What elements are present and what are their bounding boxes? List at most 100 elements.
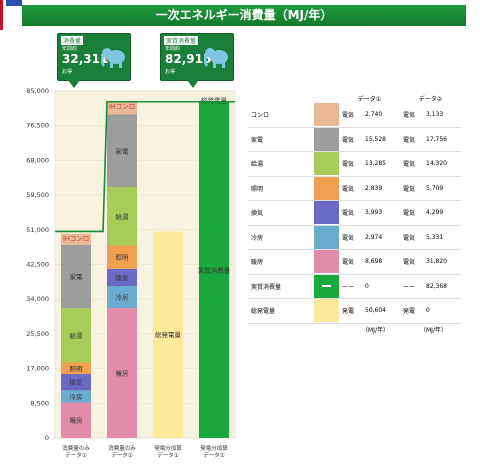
legend-value-1: 13,285	[362, 151, 400, 177]
legend-swatch	[314, 151, 339, 177]
legend-type-2: 電気	[400, 225, 423, 250]
legend-value-1: 50,604	[362, 298, 400, 324]
bar-segment	[61, 374, 91, 391]
y-tick-label: 17,000	[26, 365, 49, 373]
legend-swatch	[314, 298, 339, 324]
x-tick-label: データ②	[203, 451, 225, 459]
callout-consumption: 消費量 年間約 32,311 MJ お得	[57, 33, 131, 88]
legend-swatch	[314, 274, 339, 299]
accent-bar	[0, 0, 3, 30]
elephant-icon	[100, 48, 125, 68]
bar-segment	[107, 268, 137, 287]
bar-segment	[107, 286, 137, 309]
header-data1: データ①	[357, 95, 382, 103]
bar-data-label: IHコンロ	[63, 235, 89, 243]
legend-name: 給湯	[248, 151, 314, 177]
bar-data-label: 換気	[116, 273, 130, 282]
y-tick-label: 34,000	[26, 295, 49, 303]
bar-data-label: 冷房	[70, 392, 83, 401]
legend-name: 総発電量	[248, 298, 314, 324]
legend-name: 暖房	[248, 249, 314, 275]
legend-swatch	[314, 127, 339, 152]
callout-note: お得	[165, 69, 176, 75]
legend-value-2: 31,820	[423, 249, 461, 275]
legend-type-1: 電気	[339, 127, 362, 152]
bar-segment	[61, 402, 91, 438]
bar-data-label: 暖房	[70, 416, 83, 425]
legend-type-2: 電気	[400, 200, 423, 226]
legend-value-1: 8,698	[362, 249, 400, 275]
x-tick-label: データ①	[65, 451, 87, 459]
legend-value-2: 14,320	[423, 151, 461, 177]
y-tick-label: 42,500	[26, 261, 49, 269]
legend-type-1: 電気	[339, 151, 362, 177]
legend-value-2: 0	[423, 298, 461, 324]
y-tick-label: 25,500	[26, 330, 49, 338]
y-tick-label: 85,000	[26, 87, 49, 95]
bar-data-label: 総発電量	[155, 330, 182, 339]
unit-label-2: （MJ/年）	[420, 327, 447, 334]
callout-note: お得	[62, 69, 73, 75]
legend-name: 実質消費量	[248, 274, 314, 299]
bar-data-label: 給湯	[70, 331, 84, 340]
legend-type-2: 電気	[400, 176, 423, 201]
bar-segment	[61, 362, 91, 375]
legend-name: 換気	[248, 200, 314, 226]
x-tick-label: データ①	[157, 451, 179, 459]
legend-value-1: 15,528	[362, 127, 400, 152]
legend-value-1: 2,839	[362, 176, 400, 201]
bar-top-label: 総発電量	[201, 96, 228, 105]
legend-type-1: ーー	[339, 274, 362, 299]
header-data2: データ②	[418, 95, 443, 103]
legend-type-2: 電気	[400, 127, 423, 152]
callout-sub: 年間約	[165, 46, 181, 52]
x-tick-label: 発電分加算	[200, 444, 228, 452]
bar-data-label: 換気	[70, 378, 84, 387]
legend-type-1: 電気	[339, 249, 362, 275]
legend-type-2: 電気	[400, 103, 423, 128]
bar-data-label: 照明	[70, 365, 84, 373]
bar-data-label: IHコンロ	[109, 103, 135, 111]
legend-name: コンロ	[248, 103, 314, 128]
legend-type-1: 電気	[339, 103, 362, 128]
legend-swatch	[314, 225, 339, 250]
chart-title: 一次エネルギー消費量（MJ/年）	[22, 5, 466, 26]
legend-type-1: 電気	[339, 176, 362, 201]
legend-name: 家電	[248, 127, 314, 152]
legend-table: データ① データ② コンロ 電気 2,740 電気 3,133 家電 電気 15,528 電気 1…	[248, 93, 461, 324]
legend-row: 冷房 電気 2,974 電気 5,331	[248, 225, 461, 250]
bar-segment	[61, 308, 91, 363]
bar-data-label: 家電	[70, 272, 84, 281]
legend-value-2: 5,709	[423, 176, 461, 201]
bar-data-label: 照明	[116, 254, 130, 262]
bar-segment	[107, 187, 137, 246]
x-tick-label: 消費量のみ	[62, 444, 90, 452]
bar-segment	[199, 101, 229, 438]
legend-value-1: 2,974	[362, 225, 400, 250]
legend-row: 家電 電気 15,528 電気 17,756	[248, 127, 461, 152]
bar-segment	[107, 101, 137, 115]
bar-segment	[61, 233, 91, 245]
x-tick-label: データ②	[111, 451, 133, 459]
legend-row: 実質消費量 ーー 0 ーー 82,368	[248, 274, 461, 299]
total-step-line	[55, 100, 235, 233]
legend-name: 照明	[248, 176, 314, 201]
legend-row: 換気 電気 3,993 電気 4,299	[248, 200, 461, 226]
bar-data-label: 冷房	[116, 293, 129, 302]
legend-type-1: 電気	[339, 200, 362, 226]
legend-header-row: データ① データ②	[248, 93, 461, 103]
bar-segment	[107, 245, 137, 269]
y-tick-label: 68,000	[26, 156, 49, 164]
elephant-icon	[203, 48, 228, 68]
legend-type-2: ーー	[400, 274, 423, 299]
logo-mark	[6, 0, 22, 6]
y-tick-label: 51,000	[26, 226, 49, 234]
legend-row: 給湯 電気 13,285 電気 14,320	[248, 151, 461, 177]
y-tick-label: 59,500	[26, 191, 49, 199]
callout-sub: 年間約	[62, 46, 78, 52]
bar-segment	[61, 390, 91, 403]
plot-area	[54, 90, 236, 439]
legend-name: 冷房	[248, 225, 314, 250]
bar-segment	[61, 244, 91, 309]
bar-data-label: 給湯	[116, 212, 130, 221]
